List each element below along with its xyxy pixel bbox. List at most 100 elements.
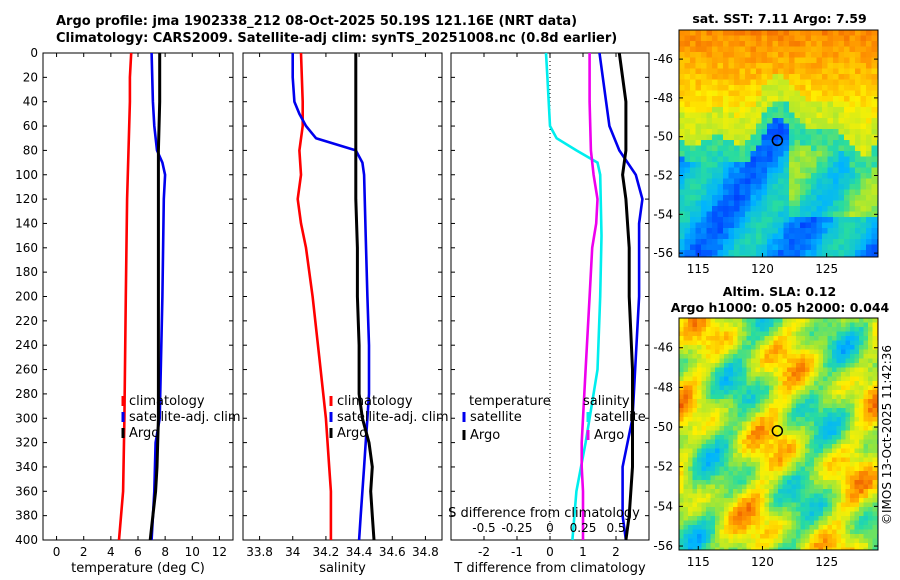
map-cell: [742, 493, 747, 499]
map-cell: [854, 358, 860, 364]
map-cell: [715, 372, 720, 377]
map-cell: [778, 206, 784, 212]
map-cell: [827, 507, 833, 512]
map-cell: [845, 471, 851, 476]
map-cell: [755, 372, 761, 377]
map-cell: [769, 322, 774, 328]
map-cell: [684, 217, 691, 223]
map-cell: [733, 394, 738, 400]
map-cell: [697, 399, 702, 404]
map-cell: [710, 394, 716, 400]
map-cell: [854, 480, 860, 485]
map-cell: [827, 390, 833, 395]
map-cell: [823, 439, 828, 445]
map-cell: [683, 480, 689, 485]
map-cell: [838, 41, 845, 47]
map-cell: [737, 349, 743, 355]
map-cell: [818, 439, 824, 445]
map-cell: [733, 340, 738, 346]
map-cell: [787, 390, 792, 395]
map-cell: [724, 534, 729, 539]
map-cell: [816, 173, 823, 179]
map-cell: [818, 381, 824, 386]
map-cell: [860, 107, 867, 113]
map-cell: [850, 399, 855, 404]
map-cell: [860, 79, 867, 86]
map-cell: [719, 363, 725, 368]
map-cell: [783, 206, 790, 212]
map-cell: [850, 376, 855, 382]
map-cell: [838, 145, 845, 152]
map-cell: [697, 421, 702, 427]
map-cell: [773, 318, 779, 323]
map-cell: [822, 184, 828, 190]
map-cell: [805, 340, 810, 346]
map-cell: [791, 439, 797, 445]
map-y-tick-label: -54: [653, 207, 673, 221]
map-cell: [823, 520, 828, 526]
map-cell: [690, 118, 696, 124]
map-cell: [823, 448, 828, 454]
map-cell: [684, 74, 691, 80]
map-cell: [854, 489, 860, 494]
map-cell: [683, 363, 689, 368]
map-cell: [728, 101, 735, 108]
map-cell: [800, 372, 806, 377]
map-cell: [778, 381, 783, 386]
map-cell: [769, 336, 774, 341]
y-tick-label: 160: [15, 241, 38, 255]
map-cell: [791, 367, 797, 373]
map-cell: [715, 412, 720, 418]
map-cell: [769, 516, 774, 521]
map-cell: [778, 363, 783, 368]
y-tick-label: 120: [15, 192, 38, 206]
map-cell: [751, 322, 756, 328]
map-cell: [710, 390, 716, 395]
map-cell: [860, 68, 867, 75]
map-cell: [814, 322, 819, 328]
map-cell: [809, 403, 815, 409]
map-cell: [816, 52, 823, 58]
map-cell: [715, 354, 720, 359]
map-cell: [737, 426, 743, 431]
map-cell: [688, 340, 693, 346]
map-cell: [871, 74, 878, 80]
map-cell: [719, 489, 725, 494]
map-cell: [805, 178, 812, 185]
map-cell: [791, 525, 797, 530]
map-cell: [692, 475, 698, 481]
map-cell: [701, 412, 707, 418]
map-cell: [782, 426, 788, 431]
map-cell: [787, 426, 792, 431]
map-cell: [751, 462, 756, 467]
map-cell: [701, 129, 707, 135]
map-cell: [822, 228, 828, 234]
map-cell: [805, 35, 812, 42]
map-cell: [761, 195, 768, 201]
map-cell: [712, 96, 718, 102]
map-cell: [679, 520, 684, 526]
map-cell: [697, 529, 702, 535]
map-cell: [772, 63, 779, 69]
map-cell: [796, 453, 801, 458]
map-cell: [712, 52, 718, 58]
map-cell: [715, 421, 720, 427]
map-cell: [728, 162, 735, 168]
map-cell: [697, 417, 702, 422]
map-cell: [809, 421, 815, 427]
map-cell: [805, 30, 812, 36]
argo-position-marker: [771, 134, 784, 147]
map-cell: [863, 507, 869, 512]
map-cell: [701, 123, 707, 130]
map-cell: [734, 228, 740, 234]
map-cell: [794, 140, 801, 146]
map-cell: [845, 331, 851, 337]
map-cell: [794, 206, 801, 212]
map-cell: [761, 140, 768, 146]
map-cell: [706, 30, 713, 36]
map-cell: [809, 426, 815, 431]
map-cell: [782, 421, 788, 427]
map-cell: [734, 255, 740, 257]
map-cell: [800, 178, 806, 185]
map-cell: [827, 134, 834, 141]
